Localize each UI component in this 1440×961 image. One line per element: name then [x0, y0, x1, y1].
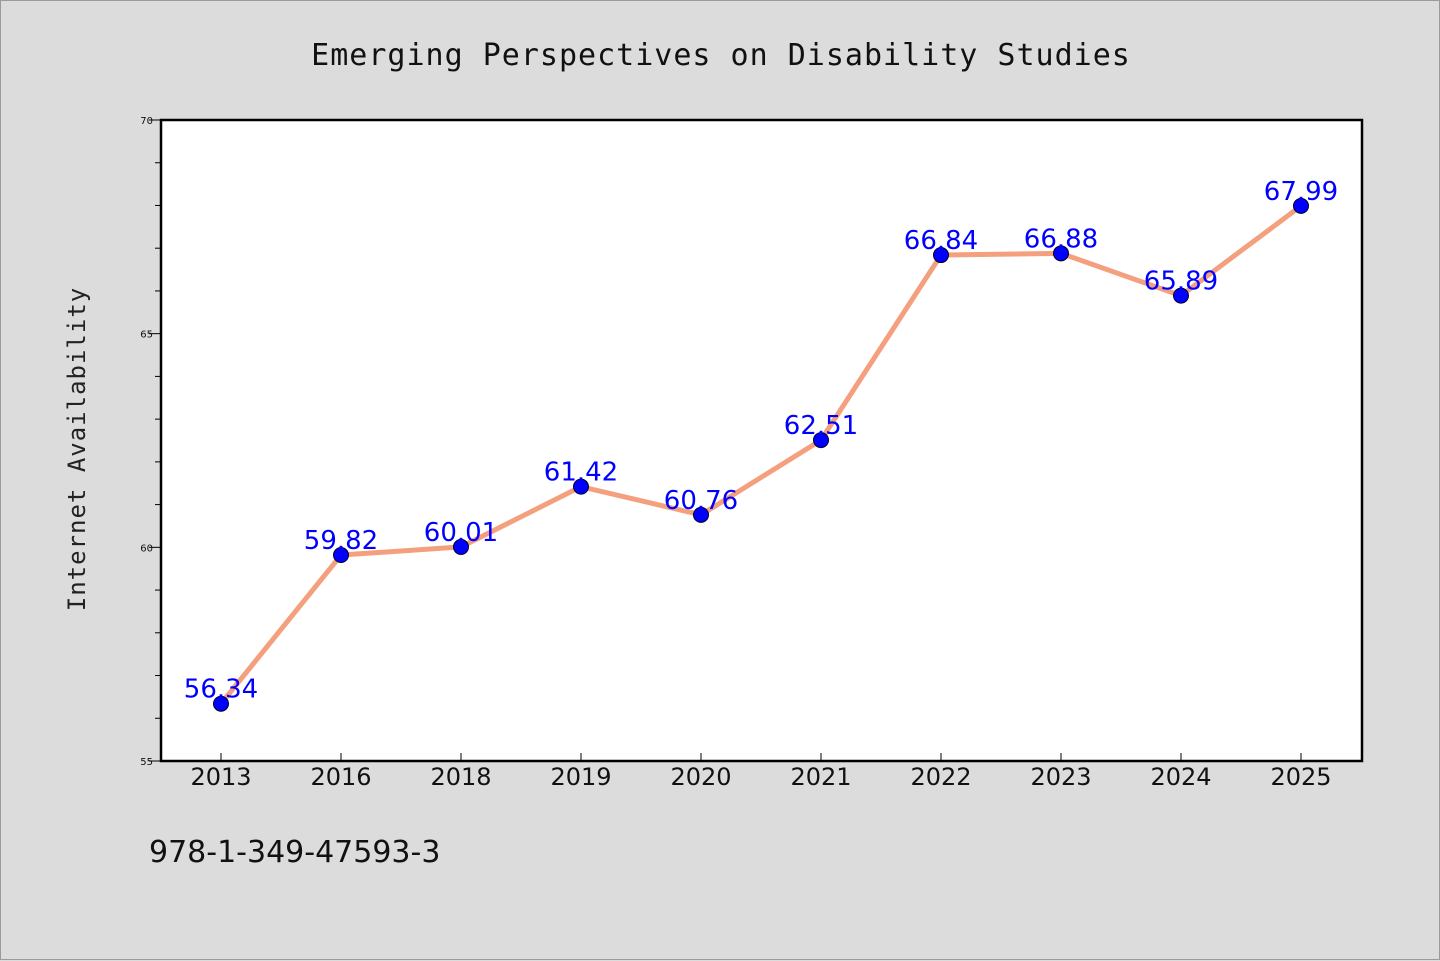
y-tick-label: 65	[140, 330, 153, 341]
isbn-text: 978-1-349-47593-3	[149, 835, 441, 870]
y-axis-label: Internet Availability	[63, 287, 91, 611]
series: 56.34 59.82 60.01 61.42 60.76 62.51 66.84 66.88…	[184, 177, 1338, 712]
data-point	[1293, 197, 1309, 214]
x-tick-label: 2024	[1150, 763, 1211, 791]
data-point	[813, 432, 829, 449]
data-label: 59.82	[304, 526, 378, 556]
x-tick-label: 2020	[670, 763, 731, 791]
data-label: 61.42	[544, 458, 618, 488]
data-label: 62.51	[784, 411, 858, 441]
x-tick-label: 2013	[190, 763, 251, 791]
y-axis: 55 60 65 70	[140, 116, 161, 768]
chart-title: Emerging Perspectives on Disability Stud…	[311, 38, 1131, 73]
data-point	[933, 247, 949, 264]
data-point	[693, 506, 709, 523]
x-tick-label: 2021	[790, 763, 851, 791]
x-tick-label: 2016	[310, 763, 371, 791]
y-tick-label: 60	[140, 543, 153, 554]
x-tick-label: 2022	[910, 763, 971, 791]
x-tick-label: 2018	[430, 763, 491, 791]
data-label: 66.84	[904, 226, 978, 256]
x-axis: 2013 2016 2018 2019 2020 2021 2022 2023 2024 2025	[190, 753, 1332, 791]
data-point	[333, 547, 349, 564]
x-tick-label: 2019	[550, 763, 611, 791]
series-line	[218, 203, 1304, 707]
y-tick-label: 55	[140, 757, 153, 768]
data-label: 56.34	[184, 675, 258, 705]
data-label: 67.99	[1264, 177, 1338, 207]
x-tick-label: 2025	[1270, 763, 1331, 791]
data-point	[453, 538, 469, 555]
data-label: 66.88	[1024, 224, 1098, 254]
data-point	[1173, 287, 1189, 304]
data-point	[573, 478, 589, 495]
data-label: 60.76	[664, 486, 738, 516]
plot-area	[159, 118, 1364, 763]
data-point	[1053, 245, 1069, 262]
data-label: 60.01	[424, 518, 498, 548]
data-label: 65.89	[1144, 267, 1218, 297]
data-point	[213, 695, 229, 712]
x-tick-label: 2023	[1030, 763, 1091, 791]
y-tick-label: 70	[140, 116, 153, 127]
